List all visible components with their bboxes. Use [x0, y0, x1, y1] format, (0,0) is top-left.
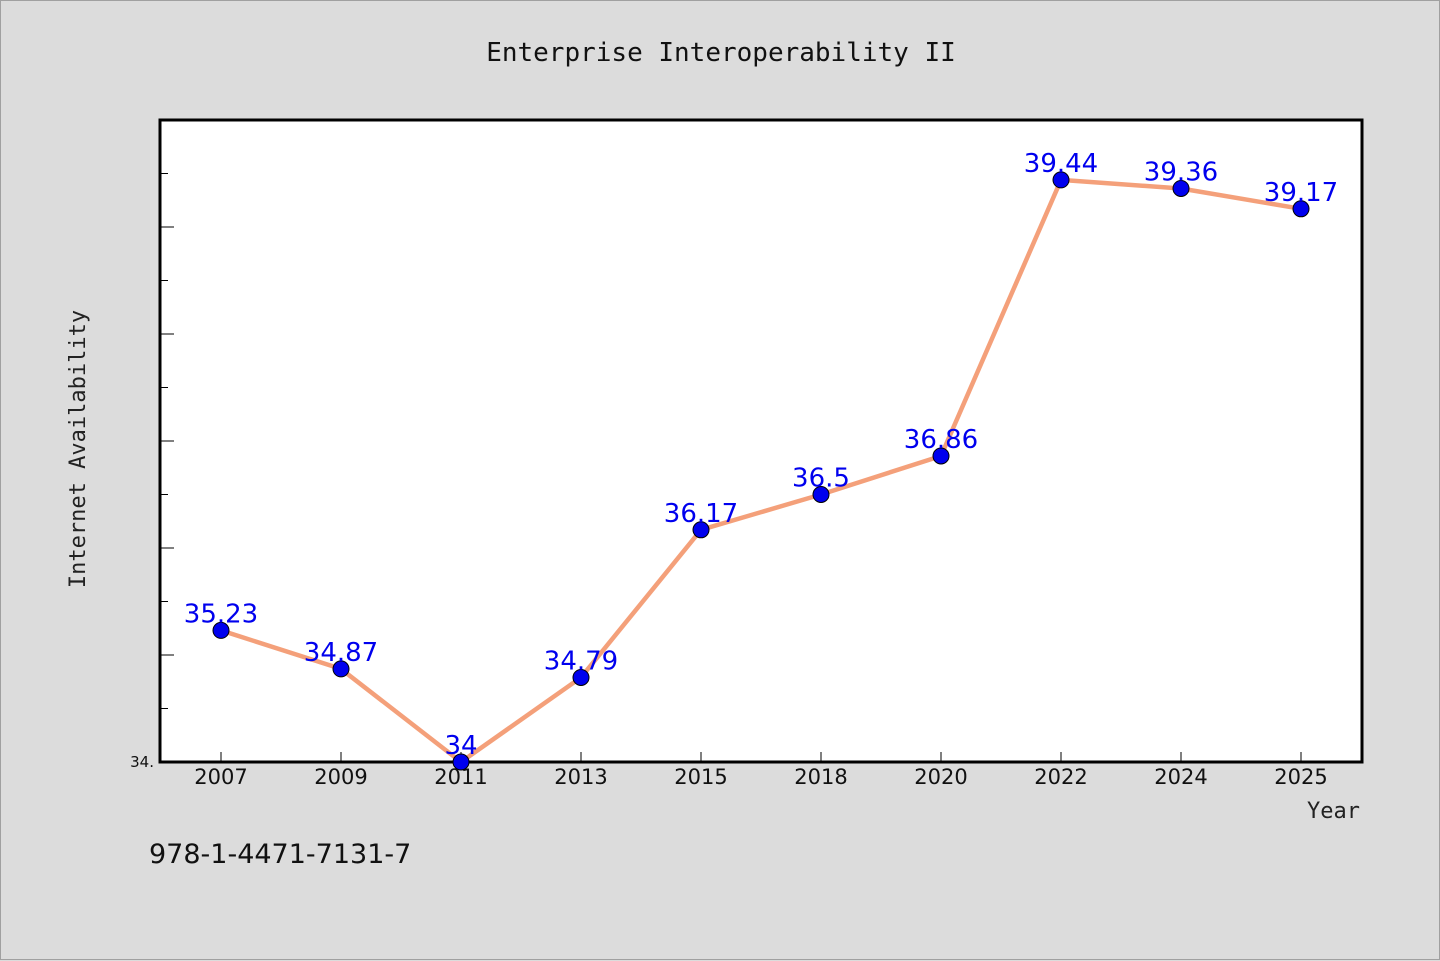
data-label: 35.23	[184, 599, 258, 629]
plot-area	[158, 118, 1364, 764]
data-point	[332, 660, 350, 678]
x-tick-label: 2020	[914, 765, 967, 789]
data-label: 39.44	[1024, 149, 1098, 179]
x-tick-label: 2015	[674, 765, 727, 789]
series-layer: 35.23 34.87 34 34.79 36.17 36.5 36.86 39.44 39.3…	[184, 149, 1338, 771]
x-tick-label: 2022	[1034, 765, 1087, 789]
x-axis-label: Year	[1307, 799, 1360, 824]
data-label: 36.86	[904, 425, 978, 455]
data-label: 36.5	[792, 464, 850, 494]
data-label: 39.17	[1264, 178, 1338, 208]
data-point	[692, 521, 710, 539]
data-label: 36.17	[664, 499, 738, 529]
chart-title: Enterprise Interoperability II	[486, 38, 956, 68]
x-tick-label: 2009	[314, 765, 367, 789]
data-label: 34	[444, 731, 477, 761]
y-axis-ticks: 34.	[130, 119, 174, 771]
data-point	[1052, 171, 1070, 189]
x-tick-label: 2024	[1154, 765, 1207, 789]
x-tick-label: 2013	[554, 765, 607, 789]
series-line	[218, 177, 1304, 765]
y-axis-label: Internet Availability	[66, 310, 91, 588]
footer-note: 978-1-4471-7131-7	[149, 839, 411, 870]
x-tick-label: 2025	[1274, 765, 1327, 789]
data-label: 39.36	[1144, 157, 1218, 187]
data-point	[812, 486, 830, 503]
data-point	[212, 621, 230, 639]
data-label: 34.79	[544, 646, 618, 676]
data-point	[1292, 200, 1310, 218]
x-axis-ticks: 2007 2009 2011 2013 2015 2018 2020 2022 2024 2025	[194, 752, 1328, 789]
y-tick-label: 34.	[130, 753, 154, 771]
data-point	[452, 753, 470, 771]
x-tick-label: 2018	[794, 765, 847, 789]
data-point	[1172, 179, 1190, 197]
data-point	[932, 447, 950, 465]
x-tick-label: 2007	[194, 765, 247, 789]
data-label: 34.87	[304, 638, 378, 668]
data-point	[572, 668, 590, 686]
